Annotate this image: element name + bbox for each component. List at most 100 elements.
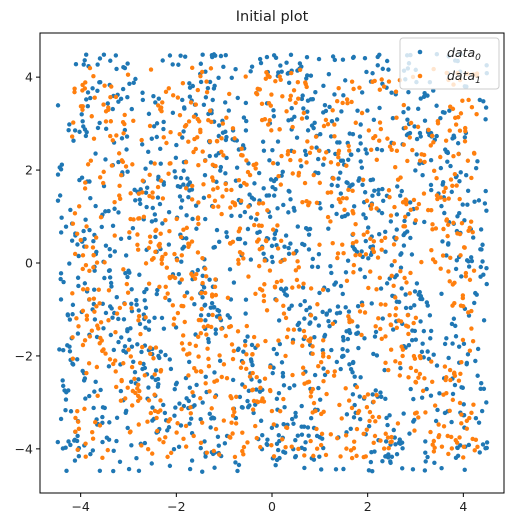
scatter-point <box>203 381 208 386</box>
scatter-point <box>356 148 361 153</box>
scatter-point <box>170 303 176 308</box>
scatter-point <box>358 141 363 146</box>
scatter-point <box>129 306 134 311</box>
scatter-point <box>306 232 312 237</box>
scatter-point <box>116 159 121 165</box>
scatter-point <box>103 157 108 162</box>
scatter-point <box>153 234 158 240</box>
scatter-point <box>64 390 69 395</box>
scatter-point <box>344 163 349 168</box>
scatter-point <box>251 162 256 168</box>
scatter-point <box>345 348 350 353</box>
scatter-point <box>74 316 79 321</box>
scatter-point <box>303 226 309 231</box>
scatter-point <box>450 391 456 397</box>
scatter-point <box>114 415 120 420</box>
scatter-point <box>396 299 402 305</box>
scatter-point <box>343 305 348 310</box>
scatter-point <box>363 252 369 257</box>
scatter-point <box>448 163 453 169</box>
scatter-point <box>387 312 392 318</box>
x-axis-ticks: −4 −2 0 2 4 <box>71 493 467 514</box>
scatter-point <box>306 379 312 385</box>
scatter-point <box>433 259 438 265</box>
scatter-point <box>458 111 464 116</box>
scatter-point <box>148 67 154 72</box>
scatter-point <box>317 454 322 459</box>
scatter-point <box>189 197 195 202</box>
scatter-point <box>182 293 187 299</box>
scatter-point <box>271 193 277 198</box>
scatter-point <box>405 117 410 122</box>
scatter-point <box>332 122 337 127</box>
scatter-point <box>279 69 284 74</box>
scatter-point <box>402 218 407 224</box>
scatter-point <box>385 455 391 460</box>
scatter-point <box>256 223 262 228</box>
scatter-point <box>398 269 403 274</box>
scatter-point <box>359 110 365 116</box>
scatter-point <box>131 118 136 123</box>
scatter-point <box>100 439 105 445</box>
scatter-point <box>294 277 300 283</box>
scatter-point <box>194 382 199 388</box>
y-tick-label: −4 <box>15 441 33 456</box>
scatter-point <box>124 134 130 139</box>
scatter-point <box>228 205 233 210</box>
scatter-point <box>298 158 303 163</box>
scatter-point <box>129 287 134 292</box>
scatter-point <box>195 250 201 255</box>
scatter-point <box>196 221 201 227</box>
scatter-point <box>229 213 234 219</box>
scatter-point <box>199 69 205 75</box>
scatter-point <box>420 388 426 394</box>
scatter-point <box>330 321 336 326</box>
scatter-point <box>193 102 199 107</box>
scatter-point <box>291 88 297 93</box>
scatter-point <box>335 99 340 104</box>
scatter-point <box>321 338 326 343</box>
scatter-point <box>224 375 230 381</box>
scatter-point <box>435 407 440 413</box>
scatter-point <box>144 286 149 292</box>
scatter-point <box>400 446 405 451</box>
scatter-point <box>187 421 192 426</box>
scatter-point <box>179 253 184 258</box>
scatter-point <box>374 392 379 398</box>
scatter-point <box>393 359 398 364</box>
scatter-point <box>354 249 360 254</box>
scatter-point <box>314 145 319 150</box>
scatter-point <box>182 54 188 59</box>
scatter-point <box>366 225 371 230</box>
scatter-point <box>479 381 484 386</box>
scatter-point <box>111 361 116 367</box>
scatter-point <box>185 176 190 181</box>
scatter-point <box>191 433 196 439</box>
scatter-point <box>80 342 86 348</box>
scatter-point <box>259 288 265 293</box>
scatter-point <box>100 455 105 461</box>
scatter-point <box>149 219 155 224</box>
scatter-point <box>97 80 102 85</box>
scatter-point <box>163 352 168 358</box>
scatter-point <box>466 310 471 315</box>
scatter-point <box>374 146 380 152</box>
scatter-point <box>269 425 275 431</box>
scatter-point <box>166 419 171 424</box>
scatter-point <box>351 270 356 275</box>
scatter-point <box>280 169 285 174</box>
scatter-point <box>287 189 292 194</box>
scatter-point <box>135 247 141 252</box>
scatter-point <box>258 385 263 391</box>
scatter-point <box>201 285 207 290</box>
scatter-point <box>153 100 158 105</box>
scatter-point <box>410 467 416 472</box>
scatter-point <box>163 435 168 440</box>
scatter-point <box>75 433 80 439</box>
scatter-point <box>194 271 199 277</box>
scatter-point <box>398 365 403 371</box>
scatter-point <box>340 346 345 352</box>
scatter-point <box>453 334 459 339</box>
scatter-point <box>163 251 168 257</box>
scatter-point <box>213 153 219 158</box>
